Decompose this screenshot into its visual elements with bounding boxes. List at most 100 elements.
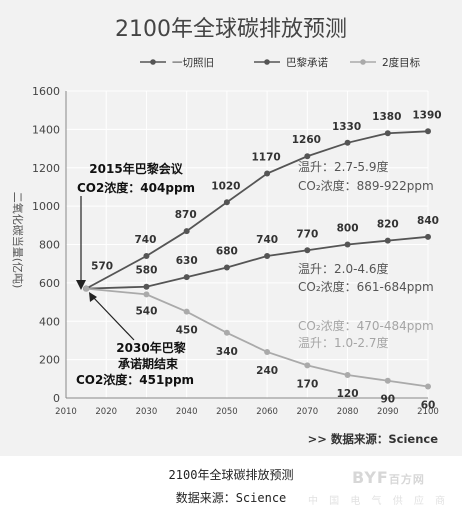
x-tick-label: 2070 — [297, 407, 319, 417]
y-tick-label: 1200 — [32, 162, 60, 175]
data-point — [344, 241, 351, 248]
x-tick-label: 2020 — [95, 407, 117, 417]
legend-label: 2度目标 — [382, 56, 421, 69]
data-label: 60 — [421, 399, 436, 411]
data-point — [223, 329, 230, 336]
data-label: 450 — [176, 325, 198, 337]
caption-source: 数据来源：Science — [175, 491, 287, 505]
x-tick-label: 2040 — [176, 407, 198, 417]
chart-title: 2100年全球碳排放预测 — [115, 17, 347, 42]
watermark-site: 百方网 — [388, 473, 425, 486]
data-point — [143, 283, 150, 290]
legend-marker — [360, 59, 366, 65]
y-tick-label: 1400 — [32, 123, 60, 136]
data-label: 340 — [216, 346, 238, 358]
annotation-2030-title: 2030年巴黎 — [116, 340, 185, 355]
legend-label: 巴黎承诺 — [286, 56, 328, 69]
annotation-2030-co2: CO2浓度：451ppm — [76, 372, 194, 387]
y-axis-label: 二氧化碳当量(亿吨) — [11, 192, 25, 289]
watermark-tagline: 中 国 电 气 供 应 商 — [308, 496, 450, 507]
watermark-logo: BYF百方网 — [352, 468, 425, 487]
y-tick-label: 200 — [39, 354, 60, 367]
annotation-2015-co2: CO2浓度：404ppm — [77, 180, 195, 195]
data-label: 580 — [135, 265, 157, 277]
data-label: 740 — [134, 234, 156, 246]
data-point — [183, 228, 190, 235]
data-label: 800 — [337, 223, 359, 235]
legend-marker — [150, 59, 156, 65]
data-point — [223, 264, 230, 271]
data-point — [384, 377, 391, 384]
y-tick-label: 800 — [39, 239, 60, 252]
data-label: 840 — [417, 215, 439, 227]
annotation-2030-arrowhead — [89, 292, 97, 302]
data-point — [304, 153, 311, 160]
x-tick-label: 2010 — [55, 407, 77, 417]
data-label: 740 — [256, 234, 278, 246]
y-tick-label: 0 — [53, 392, 60, 405]
y-tick-label: 1000 — [32, 200, 60, 213]
data-label: 120 — [337, 388, 359, 400]
data-label: 170 — [296, 378, 318, 390]
chart-source: >> 数据来源：Science — [308, 432, 439, 446]
annotation-2deg-co2: CO₂浓度：470-484ppm — [298, 318, 434, 333]
x-tick-label: 2080 — [337, 407, 359, 417]
data-label: 90 — [380, 394, 395, 406]
data-label: 870 — [175, 209, 197, 221]
annotation-2030-arrow — [91, 295, 135, 341]
data-label: 540 — [135, 305, 157, 317]
y-tick-label: 400 — [39, 315, 60, 328]
annotation-2015-title: 2015年巴黎会议 — [89, 161, 183, 176]
annotation-2015-arrowhead — [76, 280, 86, 290]
data-point — [304, 362, 311, 369]
data-label: 680 — [216, 246, 238, 258]
data-point — [143, 253, 150, 260]
x-tick-label: 2100 — [417, 407, 439, 417]
data-label: 1170 — [251, 152, 280, 164]
data-point — [264, 170, 271, 177]
data-label: 1260 — [292, 134, 321, 146]
data-point — [183, 308, 190, 315]
data-point — [143, 291, 150, 298]
data-label: 820 — [377, 219, 399, 231]
data-point — [264, 348, 271, 355]
data-point — [223, 199, 230, 206]
caption-title: 2100年全球碳排放预测 — [168, 468, 294, 482]
annotation-2deg-temp: 温升：1.0-2.7度 — [298, 335, 389, 350]
data-point — [425, 233, 431, 240]
chart-panel: 2100年全球碳排放预测一切照旧 巴黎承诺 2度目标 0 200 400 600 800 100… — [0, 0, 462, 456]
data-label: 630 — [176, 255, 198, 267]
annotation-bau-temp: 温升：2.7-5.9度 — [298, 159, 389, 174]
data-point — [264, 253, 271, 260]
data-label: 570 — [91, 261, 113, 273]
data-label: 1390 — [412, 109, 441, 121]
data-label: 240 — [256, 365, 278, 377]
data-point — [425, 128, 431, 135]
x-tick-label: 2060 — [256, 407, 278, 417]
data-point — [384, 237, 391, 244]
x-tick-label: 2050 — [216, 407, 238, 417]
data-label: 1380 — [372, 111, 401, 123]
y-tick-label: 1600 — [32, 85, 60, 98]
annotation-bau-co2: CO₂浓度：889-922ppm — [298, 178, 434, 193]
data-label: 1020 — [211, 180, 240, 192]
data-point — [83, 285, 90, 292]
y-tick-label: 600 — [39, 277, 60, 290]
data-point — [344, 139, 351, 146]
data-label: 1330 — [332, 121, 361, 133]
data-label: 770 — [296, 228, 318, 240]
data-point — [425, 383, 431, 390]
data-point — [344, 371, 351, 378]
legend-marker — [264, 59, 270, 65]
watermark-logo-text: BYF — [352, 468, 389, 487]
annotation-paris-temp: 温升：2.0-4.6度 — [298, 261, 389, 276]
data-point — [304, 247, 311, 254]
legend-label: 一切照旧 — [172, 57, 214, 69]
x-tick-label: 2090 — [377, 407, 399, 417]
annotation-paris-co2: CO₂浓度：661-684ppm — [298, 279, 434, 294]
annotation-2030-subtitle: 承诺期结束 — [118, 356, 179, 371]
x-tick-label: 2030 — [136, 407, 158, 417]
data-point — [384, 130, 391, 137]
data-point — [183, 274, 190, 281]
